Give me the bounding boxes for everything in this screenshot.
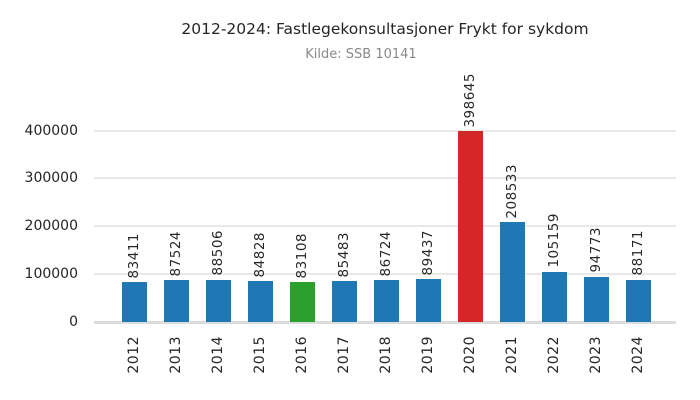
chart-title: 2012-2024: Fastlegekonsultasjoner Frykt … bbox=[181, 20, 589, 38]
x-tick-label: 2018 bbox=[378, 336, 394, 374]
bar-2022 bbox=[541, 271, 567, 322]
bar-2017 bbox=[331, 281, 357, 322]
x-tick-label: 2022 bbox=[546, 336, 562, 374]
x-tick-label: 2020 bbox=[462, 336, 478, 374]
y-tick-label: 0 bbox=[69, 314, 78, 330]
x-tick-label: 2016 bbox=[294, 336, 310, 374]
bar-value-label: 398645 bbox=[462, 72, 478, 128]
bar-value-label: 87524 bbox=[168, 230, 184, 277]
bar-2020 bbox=[457, 131, 483, 322]
bar-2023 bbox=[583, 276, 609, 322]
bar-value-label: 88506 bbox=[210, 230, 226, 276]
bar-2015 bbox=[247, 281, 273, 322]
bar-value-label: 94773 bbox=[588, 227, 604, 273]
x-tick-label: 2019 bbox=[420, 336, 436, 374]
bar-2012 bbox=[121, 282, 147, 322]
y-tick-label: 100000 bbox=[24, 266, 78, 283]
bar-2013 bbox=[163, 280, 189, 322]
gridline bbox=[94, 225, 676, 228]
y-tick-label: 200000 bbox=[24, 218, 78, 235]
bar-value-label: 88171 bbox=[630, 230, 646, 276]
bar-value-label: 83108 bbox=[294, 232, 310, 279]
x-tick-label: 2021 bbox=[504, 336, 520, 374]
x-tick-label: 2015 bbox=[252, 336, 268, 374]
gridline bbox=[94, 129, 676, 132]
bar-2014 bbox=[205, 279, 231, 322]
x-tick-label: 2017 bbox=[336, 336, 352, 374]
x-tick-label: 2024 bbox=[630, 336, 646, 374]
bar-2018 bbox=[373, 280, 399, 322]
bar-value-label: 83411 bbox=[126, 232, 142, 279]
x-tick-label: 2023 bbox=[588, 336, 604, 374]
bar-value-label: 89437 bbox=[420, 229, 436, 276]
gridline bbox=[94, 177, 676, 180]
x-tick-label: 2013 bbox=[168, 336, 184, 374]
bar-value-label: 208533 bbox=[504, 163, 520, 219]
bar-value-label: 86724 bbox=[378, 231, 394, 277]
bar-value-label: 85483 bbox=[336, 231, 352, 278]
bar-value-label: 84828 bbox=[252, 231, 268, 278]
bar-2016 bbox=[289, 282, 315, 322]
x-axis-line bbox=[94, 320, 676, 324]
chart-subtitle: Kilde: SSB 10141 bbox=[305, 47, 417, 62]
gridline bbox=[94, 273, 676, 276]
y-tick-label: 300000 bbox=[24, 170, 78, 187]
bar-2024 bbox=[625, 279, 651, 322]
bar-2021 bbox=[499, 222, 525, 322]
x-tick-label: 2014 bbox=[210, 336, 226, 374]
y-tick-label: 400000 bbox=[24, 122, 78, 139]
bar-value-label: 105159 bbox=[546, 213, 562, 268]
x-tick-label: 2012 bbox=[126, 336, 142, 374]
bar-2019 bbox=[415, 279, 441, 322]
